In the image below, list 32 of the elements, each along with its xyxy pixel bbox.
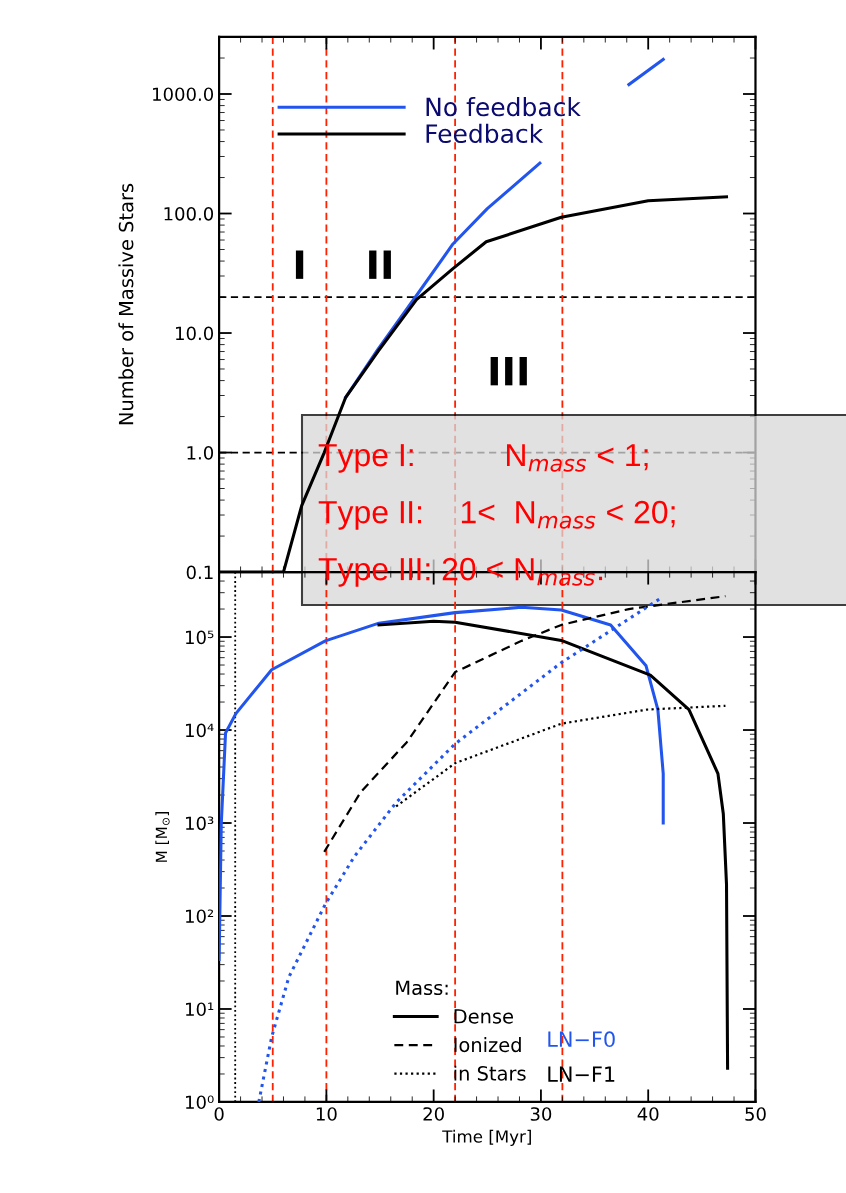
y-tick-label: 10.0 [176,326,214,341]
annotation: Type II: 1< N$_{mass}$ < 20; [318,500,675,530]
y-tick-label: 10⁴ [186,723,214,738]
x-axis-title: Time [Myr] [442,1129,531,1146]
legend-label: in Stars [454,1065,526,1081]
annotation: III [490,356,527,386]
legend-label: Dense [454,1009,514,1024]
y-tick-label: 10⁵ [186,630,214,645]
y-tick-label: 0.1 [186,565,213,580]
legend-title: Mass: [396,980,448,996]
annotation: II [369,250,391,279]
y-tick-label: 1000.0 [153,87,214,102]
x-tick-label: 40 [637,1107,659,1121]
y-tick-label: 10³ [186,816,214,831]
legend-label: Feedback [426,123,544,144]
y-tick-label: 100.0 [164,206,214,221]
annotation: LN−F0 [548,1031,615,1048]
annotation: I [295,250,304,279]
x-tick-label: 0 [214,1107,224,1121]
x-tick-label: 20 [423,1107,444,1121]
x-tick-label: 50 [745,1107,766,1121]
y-axis-title: Number of Massive Stars [118,183,134,425]
y-tick-label: 10¹ [186,1002,214,1017]
y-tick-label: 1.0 [187,445,214,460]
x-tick-label: 30 [530,1107,552,1121]
annotation: LN−F1 [548,1066,615,1082]
x-tick-label: 10 [316,1107,337,1121]
y-tick-label: 10² [186,909,214,924]
legend-label: No feedback [426,96,581,117]
legend-label: Ionized [454,1037,521,1053]
y-axis-title: M [M$_{⊙}$] [155,812,170,862]
y-tick-label: 10⁰ [186,1095,214,1110]
